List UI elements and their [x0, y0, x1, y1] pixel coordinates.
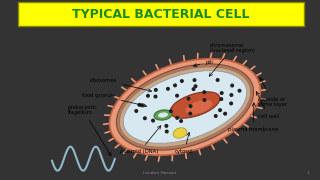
Circle shape	[180, 120, 182, 122]
Circle shape	[224, 112, 227, 115]
Ellipse shape	[158, 112, 168, 118]
Circle shape	[231, 84, 234, 87]
Circle shape	[203, 99, 206, 101]
Circle shape	[180, 80, 183, 82]
Text: chromosome
(nucleoid region): chromosome (nucleoid region)	[209, 43, 255, 76]
Circle shape	[155, 89, 157, 91]
Ellipse shape	[170, 92, 220, 118]
Text: TYPICAL BACTERIAL CELL: TYPICAL BACTERIAL CELL	[72, 8, 250, 21]
Text: 1: 1	[307, 171, 309, 175]
Ellipse shape	[119, 67, 251, 147]
Circle shape	[192, 88, 195, 90]
Circle shape	[144, 117, 146, 120]
Circle shape	[152, 119, 154, 122]
Text: prokaryotic
flagellum: prokaryotic flagellum	[68, 105, 111, 156]
Circle shape	[193, 79, 196, 81]
Circle shape	[138, 103, 141, 106]
Circle shape	[189, 112, 192, 115]
Circle shape	[187, 97, 190, 100]
Circle shape	[214, 115, 217, 117]
Text: capsule or
slime layer: capsule or slime layer	[258, 78, 287, 107]
Text: cytosol: cytosol	[175, 132, 194, 154]
Circle shape	[230, 94, 233, 96]
Text: food granule: food granule	[82, 93, 147, 107]
Ellipse shape	[123, 71, 247, 143]
Text: plasma membrane: plasma membrane	[228, 103, 278, 132]
Circle shape	[140, 104, 143, 107]
Circle shape	[135, 110, 138, 112]
Circle shape	[154, 95, 157, 98]
Text: Lenden Hassan: Lenden Hassan	[143, 171, 177, 175]
Ellipse shape	[109, 59, 260, 155]
Ellipse shape	[154, 110, 172, 120]
Circle shape	[194, 85, 197, 87]
Circle shape	[230, 102, 232, 105]
Text: pili: pili	[193, 60, 213, 67]
Circle shape	[216, 79, 219, 81]
Circle shape	[238, 89, 241, 92]
Circle shape	[203, 91, 205, 93]
FancyBboxPatch shape	[18, 2, 304, 26]
Circle shape	[176, 94, 178, 97]
Text: cell wall: cell wall	[256, 92, 279, 118]
Circle shape	[176, 117, 179, 119]
Text: ribosomes: ribosomes	[90, 78, 152, 92]
Circle shape	[219, 109, 221, 111]
Circle shape	[165, 125, 168, 127]
Circle shape	[167, 87, 169, 90]
Circle shape	[147, 94, 149, 97]
Circle shape	[174, 84, 176, 87]
Ellipse shape	[173, 128, 187, 138]
Text: plasmid (DNA): plasmid (DNA)	[120, 126, 161, 154]
Circle shape	[220, 98, 223, 100]
Circle shape	[220, 92, 223, 94]
Ellipse shape	[116, 64, 253, 150]
Circle shape	[165, 130, 168, 133]
Circle shape	[170, 110, 172, 112]
Circle shape	[189, 105, 192, 107]
Ellipse shape	[186, 100, 212, 114]
